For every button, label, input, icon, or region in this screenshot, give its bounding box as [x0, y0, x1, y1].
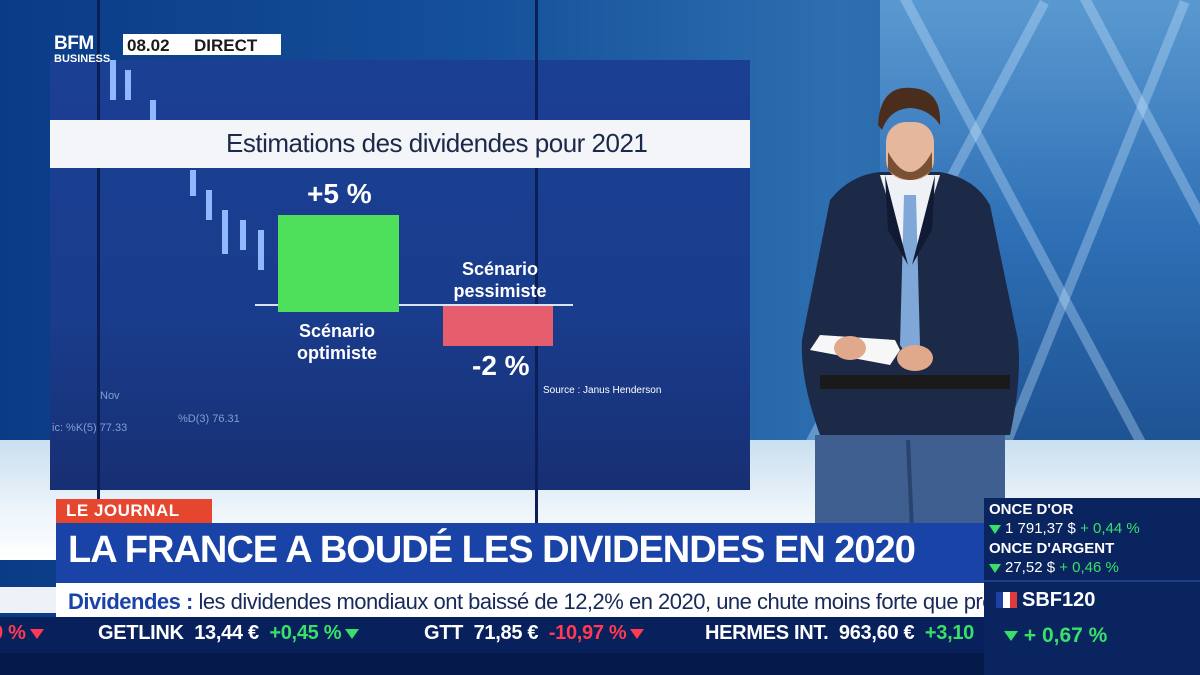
ticker-change: +3,10	[924, 622, 974, 644]
up-arrow-icon	[1004, 631, 1018, 642]
gold-quote: 1 791,37 $ + 0,44 %	[989, 520, 1140, 537]
optimistic-label: Scénario optimiste	[296, 321, 377, 363]
clock-time: 08.02	[127, 36, 170, 55]
segment-tag: LE JOURNAL	[56, 499, 212, 523]
ticker-price: 13,44 €	[194, 622, 259, 644]
ticker-change: -10,97 %	[548, 622, 627, 644]
bar-optimistic	[278, 215, 399, 312]
pessimistic-label: Scénario pessimiste	[453, 259, 547, 301]
bar-pessimistic	[443, 306, 553, 346]
ticker-change: 9 %	[0, 622, 26, 644]
ticker-name: GTT	[424, 622, 464, 644]
subtitle-bar	[56, 583, 984, 617]
bottom-strip	[0, 653, 1200, 675]
optimistic-value: +5 %	[307, 178, 372, 209]
pessimistic-value: -2 %	[472, 350, 530, 381]
subtitle-topic: Dividendes :	[68, 589, 193, 614]
chart-axis	[255, 304, 573, 306]
ticker-price: 963,60 €	[838, 622, 915, 644]
presenter	[801, 87, 1019, 530]
segment-tag-text: LE JOURNAL	[66, 501, 180, 520]
stock-ticker	[0, 617, 984, 653]
up-arrow-icon	[345, 628, 360, 639]
bg-axis-label: Nov	[100, 390, 120, 402]
subtitle-strip	[0, 587, 56, 613]
ticker-item: 9 %	[0, 622, 44, 645]
ticker-name: HERMES INT.	[705, 622, 829, 644]
screen-divider	[535, 0, 538, 560]
chart-title-bar	[50, 120, 750, 168]
down-arrow-icon	[630, 628, 645, 639]
index-quote: + 0,67 %	[1000, 624, 1107, 648]
ticker-item: GTT 71,85 € -10,97 %	[424, 622, 645, 645]
ticker-item: GETLINK 13,44 € +0,45 %	[98, 622, 360, 645]
ticker-item: HERMES INT. 963,60 € +3,10	[705, 622, 974, 645]
chart-title: Estimations des dividendes pour 2021	[226, 128, 648, 158]
silver-title: ONCE D'ARGENT	[989, 540, 1115, 557]
ticker-name: GETLINK	[98, 622, 184, 644]
bg-indicator-label: ic: %K(5) 77.33	[52, 422, 128, 434]
france-flag-icon	[996, 592, 1017, 608]
subtitle: Dividendes : les dividendes mondiaux ont…	[68, 589, 1022, 615]
bg-indicator-label: %D(3) 76.31	[178, 413, 240, 425]
ticker-price: 71,85 €	[473, 622, 539, 644]
up-arrow-icon	[989, 563, 1001, 573]
logo-text: BFM	[54, 33, 94, 54]
down-arrow-icon	[29, 628, 44, 639]
headline-bar	[56, 523, 984, 583]
silver-quote: 27,52 $ + 0,46 %	[989, 559, 1119, 576]
ticker-change: +0,45 %	[269, 622, 342, 644]
index-name: SBF120	[1022, 589, 1096, 611]
time-box	[123, 34, 281, 55]
headline: LA FRANCE A BOUDÉ LES DIVIDENDES EN 2020	[68, 529, 916, 571]
up-arrow-icon	[989, 524, 1001, 534]
logo-subtext: BUSINESS	[54, 53, 111, 65]
screen-divider	[97, 0, 100, 560]
subtitle-text: les dividendes mondiaux ont baissé de 12…	[198, 589, 1022, 614]
gold-title: ONCE D'OR	[989, 501, 1074, 518]
market-panel: ONCE D'OR 1 791,37 $ + 0,44 % ONCE D'ARG…	[984, 498, 1200, 675]
panel-divider	[984, 580, 1200, 582]
chart-source: Source : Janus Henderson	[543, 385, 662, 396]
live-label: DIRECT	[194, 36, 258, 55]
